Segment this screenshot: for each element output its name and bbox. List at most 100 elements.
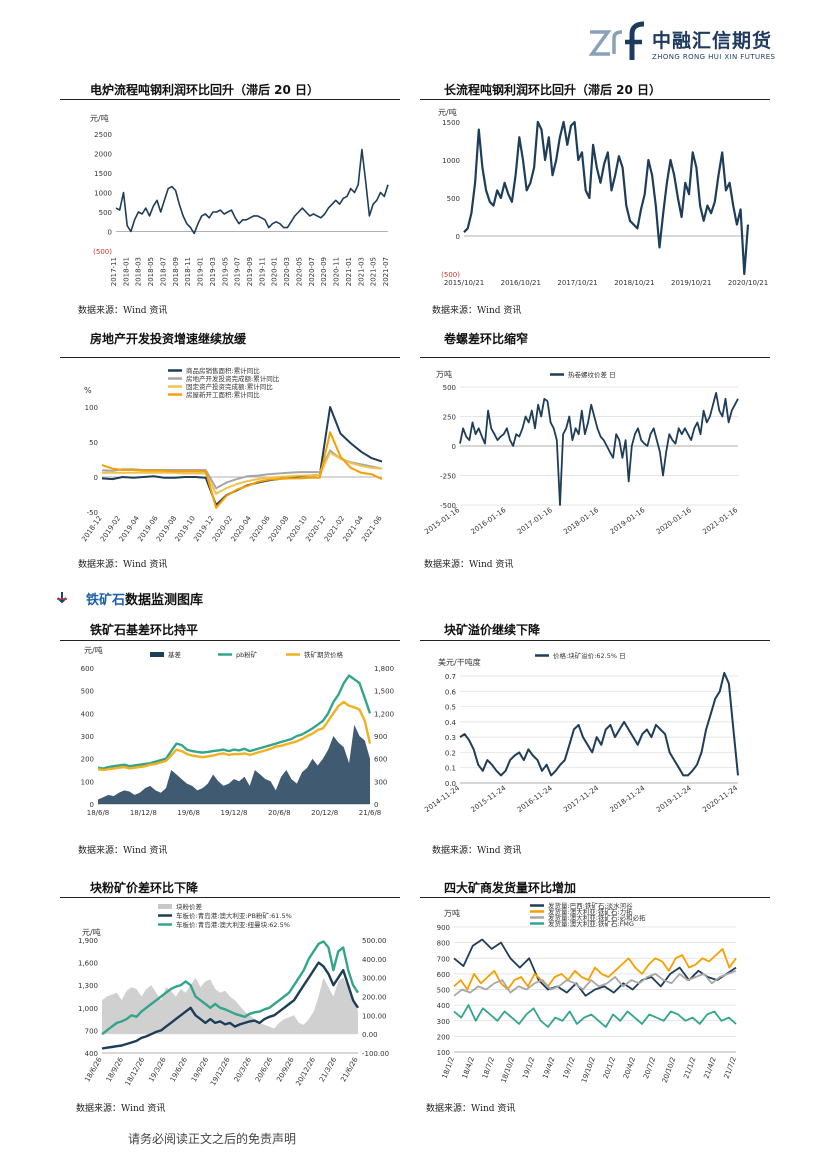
- shipments-legend-label: 发货量:澳大利亚:铁矿石:FMG: [548, 919, 634, 928]
- lumpfines-legend-label: 块粉价差: [176, 902, 203, 911]
- basis-ytick-label: 500: [81, 688, 94, 696]
- section-title: 铁矿石数据监测图库: [86, 589, 203, 608]
- realestate-rule: [60, 357, 400, 358]
- bof-title: 长流程吨钢利润环比回升（滞后 20 日）: [444, 83, 662, 97]
- shipments-xtick-label: 18/10/2: [500, 1056, 517, 1084]
- shipments-title: 四大矿商发货量环比增加: [444, 881, 577, 895]
- lump-xtick-label: 2020-11-24: [701, 784, 739, 814]
- basis-ytick-label: 300: [81, 733, 94, 741]
- bof-ytick-label: 0: [456, 233, 460, 241]
- coil-xtick-label: 2016-01-16: [470, 506, 508, 536]
- basis-ytick-label: 400: [81, 710, 94, 718]
- basis-xtick-label: 18/6/8: [87, 809, 110, 817]
- lumpfines-ytick-label: 1,300: [78, 982, 98, 990]
- bof-series-line-0: [463, 120, 750, 276]
- basis-ytick-right-label: 900: [374, 733, 387, 741]
- bof-ytick-label: 1000: [442, 157, 460, 165]
- eaf-ytick-label: 500: [99, 209, 112, 217]
- basis-xtick-label: 20/12/8: [311, 809, 338, 817]
- shipments-xtick-label: 18/4/2: [461, 1056, 476, 1080]
- lump-ytick-label: 0.2: [445, 749, 456, 757]
- shipments-legend-label: 发货量:澳大利亚:铁矿石:必和必拓: [548, 913, 646, 922]
- lump-legend-label: 价格:块矿溢价:62.5% 日: [553, 651, 626, 660]
- basis-ytick-right-label: 0: [374, 801, 378, 809]
- lumpfines-xtick-label: 18/12/26: [124, 1056, 147, 1088]
- coil-ytick-label: -500: [440, 502, 456, 510]
- basis-chart: 元/吨 600 500 400 300 200 100 0 1,800 1,500 1,200 900…: [81, 645, 394, 817]
- eaf-ytick-label: (500): [93, 248, 112, 256]
- eaf-xtick-label: 2021-01: [345, 257, 353, 286]
- lump-ytick-label: 0.7: [445, 673, 456, 681]
- lumpfines-xtick-label: 20/12/26: [294, 1056, 317, 1088]
- basis-series-area-0: [98, 724, 370, 804]
- shipments-series-line-1: [453, 948, 737, 991]
- lumpfines-xtick-label: 21/6/26: [339, 1056, 360, 1084]
- lumpfines-series-line-1: [101, 961, 360, 1050]
- eaf-xtick-label: 2017-11: [110, 257, 118, 286]
- shipments-xtick-label: 21/7/2: [723, 1056, 738, 1080]
- eaf-xtick-label: 2019-09: [246, 257, 254, 286]
- lump-xtick-label: 2019-11-24: [655, 784, 693, 814]
- eaf-ytick-label: 2500: [94, 131, 112, 139]
- lumpfines-ytick-right-label: 200.00: [362, 994, 387, 1002]
- lump-ytick-label: 0.1: [445, 765, 456, 773]
- basis-ytick-right-label: 1,800: [374, 665, 394, 673]
- shipments-series-line-2: [453, 969, 737, 997]
- lump-xtick-label: 2015-11-24: [470, 784, 508, 814]
- realestate-title: 房地产开发投资增速继续放缓: [90, 332, 247, 346]
- lumpfines-ytick-right-label: 100.00: [362, 1012, 387, 1020]
- lumpfines-rule: [60, 897, 400, 898]
- lumpfines-xtick-label: 19/12/26: [209, 1056, 232, 1088]
- shipments-xtick-label: 20/4/2: [622, 1056, 637, 1080]
- shipments-xtick-label: 18/1/2: [441, 1056, 456, 1080]
- coil-xtick-label: 2021-01-16: [701, 506, 739, 536]
- realestate-series-line-3: [101, 431, 383, 509]
- bof-ytick-label: 500: [447, 195, 460, 203]
- coil-xtick-label: 2015-01-16: [423, 506, 461, 536]
- lumpfines-ytick-right-label: 0.00: [362, 1031, 378, 1039]
- bof-xtick-label: 2019/10/21: [671, 279, 711, 287]
- eaf-xtick-label: 2020-09: [320, 257, 328, 286]
- coil-legend-label: 热卷螺纹价差 日: [568, 370, 616, 379]
- shipments-rule: [420, 897, 770, 898]
- realestate-ytick-label: 100: [85, 404, 98, 412]
- lump-chart: 美元/干吨度 0.7 0.6 0.5 0.4 0.3 0.2 0.1 0.02014-11-24…: [423, 651, 739, 814]
- lumpfines-xtick-label: 18/6/26: [83, 1056, 104, 1084]
- basis-legend-label: 基差: [168, 650, 182, 659]
- bof-xtick-label: 2018/10/21: [614, 279, 654, 287]
- realestate-unit-label: %: [84, 386, 92, 395]
- eaf-xtick-label: 2021-03: [357, 257, 365, 286]
- logo-mark-icon: [588, 21, 645, 60]
- eaf-series-line-0: [115, 148, 389, 235]
- shipments-xtick-label: 20/1/2: [602, 1056, 617, 1080]
- basis-series-line-1: [97, 674, 372, 770]
- shipments-ytick-label: 300: [437, 1018, 450, 1026]
- basis-legend-label: 铁矿期货价格: [304, 650, 344, 659]
- bof-xtick-label: 2015/10/21: [444, 279, 484, 287]
- lump-ytick-label: 0.6: [445, 688, 457, 696]
- coil-title: 卷螺差环比缩窄: [444, 332, 529, 346]
- lump-xtick-label: 2016-11-24: [516, 784, 554, 814]
- basis-title: 铁矿石基差环比持平: [90, 623, 199, 637]
- footer-disclaimer: 请务必阅读正文之后的免责声明: [128, 1132, 297, 1146]
- lump-source: 数据来源：Wind 资讯: [432, 846, 522, 856]
- lumpfines-xtick-label: 19/9/26: [190, 1056, 211, 1084]
- shipments-ytick-label: 600: [437, 971, 450, 979]
- lumpfines-xtick-label: 19/3/26: [147, 1056, 168, 1084]
- section-title-highlight: 铁矿石: [86, 593, 126, 608]
- eaf-xtick-label: 2021-07: [382, 257, 390, 286]
- bof-unit-label: 元/吨: [438, 107, 457, 117]
- lumpfines-source: 数据来源：Wind 资讯: [76, 1104, 166, 1114]
- bof-ytick-label: (500): [441, 271, 460, 279]
- realestate-legend-label: 房地产开发投资完成额:累计同比: [186, 374, 280, 383]
- eaf-xtick-label: 2019-11: [258, 257, 266, 286]
- eaf-xtick-label: 2019-01: [197, 257, 205, 286]
- shipments-legend-label: 发货量:巴西:铁矿石:淡水河谷: [548, 901, 633, 910]
- basis-xtick-label: 18/12/8: [130, 809, 157, 817]
- lump-ytick-label: 0.3: [445, 734, 456, 742]
- logo-cn: 中融汇信期货: [652, 30, 773, 52]
- shipments-xtick-label: 20/7/2: [642, 1056, 657, 1080]
- coil-series-line-0: [459, 392, 739, 506]
- bof-xtick-label: 2016/10/21: [501, 279, 541, 287]
- coil-source: 数据来源：Wind 资讯: [424, 560, 514, 570]
